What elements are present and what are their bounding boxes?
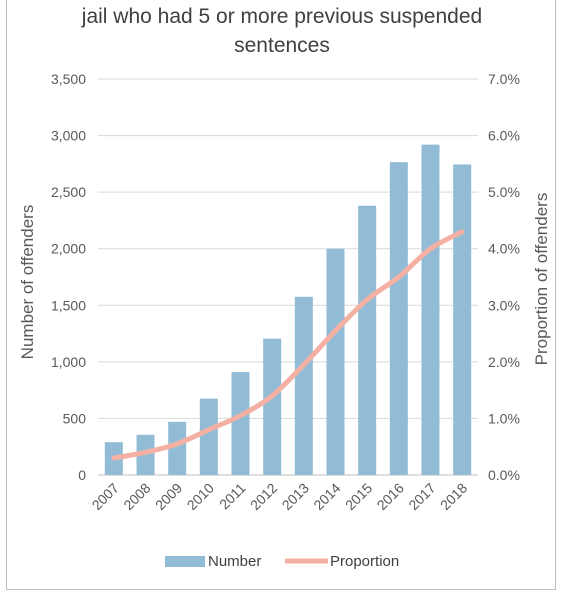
x-tick-label: 2007: [89, 480, 122, 513]
bar-2018: [453, 164, 472, 475]
bar-2017: [421, 144, 440, 475]
proportion-line: [111, 229, 465, 461]
x-tick-label: 2008: [120, 480, 153, 513]
x-tick-label: 2018: [437, 480, 470, 513]
legend-swatch-number: [165, 556, 205, 567]
bar-2009: [168, 421, 187, 475]
x-tick-label: 2016: [374, 480, 407, 513]
bar-2016: [389, 162, 408, 475]
y-tick-label: 500: [63, 410, 87, 426]
y2-tick-label: 1.0%: [488, 410, 520, 426]
chart-title-line-1: jail who had 5 or more previous suspende…: [81, 5, 483, 28]
chart-title-line-2: sentences: [234, 34, 330, 57]
x-tick-label: 2009: [152, 480, 185, 513]
y2-tick-label: 7.0%: [488, 71, 520, 87]
x-tick-label: 2012: [247, 480, 280, 513]
y-tick-label: 1,000: [51, 354, 86, 370]
bar-2010: [199, 398, 218, 475]
y2-tick-label: 6.0%: [488, 128, 520, 144]
right-axis-ticks: 0.0% 1.0% 2.0% 3.0% 4.0% 5.0% 6.0% 7.0%: [488, 71, 520, 483]
y2-tick-label: 2.0%: [488, 354, 520, 370]
y-tick-label: 2,000: [51, 241, 86, 257]
y-tick-label: 3,000: [51, 128, 86, 144]
y2-tick-label: 0.0%: [488, 467, 520, 483]
legend: Number Proportion: [165, 553, 399, 570]
gridlines: [98, 78, 478, 476]
y-tick-label: 0: [78, 467, 86, 483]
bar-2011: [231, 372, 250, 475]
x-tick-label: 2013: [279, 480, 312, 513]
legend-label-number: Number: [208, 553, 261, 570]
proportion-series-line: [111, 229, 465, 461]
y-tick-label: 2,500: [51, 184, 86, 200]
y-tick-label: 3,500: [51, 71, 86, 87]
bar-2013: [294, 296, 313, 475]
y2-tick-label: 4.0%: [488, 241, 520, 257]
x-tick-label: 2011: [216, 480, 249, 513]
y-axis-title: Number of offenders: [18, 205, 37, 360]
left-axis-ticks: 0 500 1,000 1,500 2,000 2,500 3,000 3,500: [51, 71, 86, 483]
y-tick-label: 1,500: [51, 297, 86, 313]
x-tick-label: 2015: [342, 480, 375, 513]
y2-tick-label: 3.0%: [488, 297, 520, 313]
y2-axis-title: Proportion of offenders: [532, 193, 551, 366]
chart-title: jail who had 5 or more previous suspende…: [0, 2, 564, 60]
x-tick-label: 2014: [310, 480, 343, 513]
bars: [104, 144, 472, 475]
bar-2014: [326, 248, 345, 475]
x-tick-label: 2010: [184, 480, 217, 513]
bar-2012: [263, 338, 282, 475]
legend-label-proportion: Proportion: [330, 553, 399, 570]
bar-2015: [358, 205, 377, 475]
y2-tick-label: 5.0%: [488, 184, 520, 200]
x-tick-label: 2017: [405, 480, 438, 513]
